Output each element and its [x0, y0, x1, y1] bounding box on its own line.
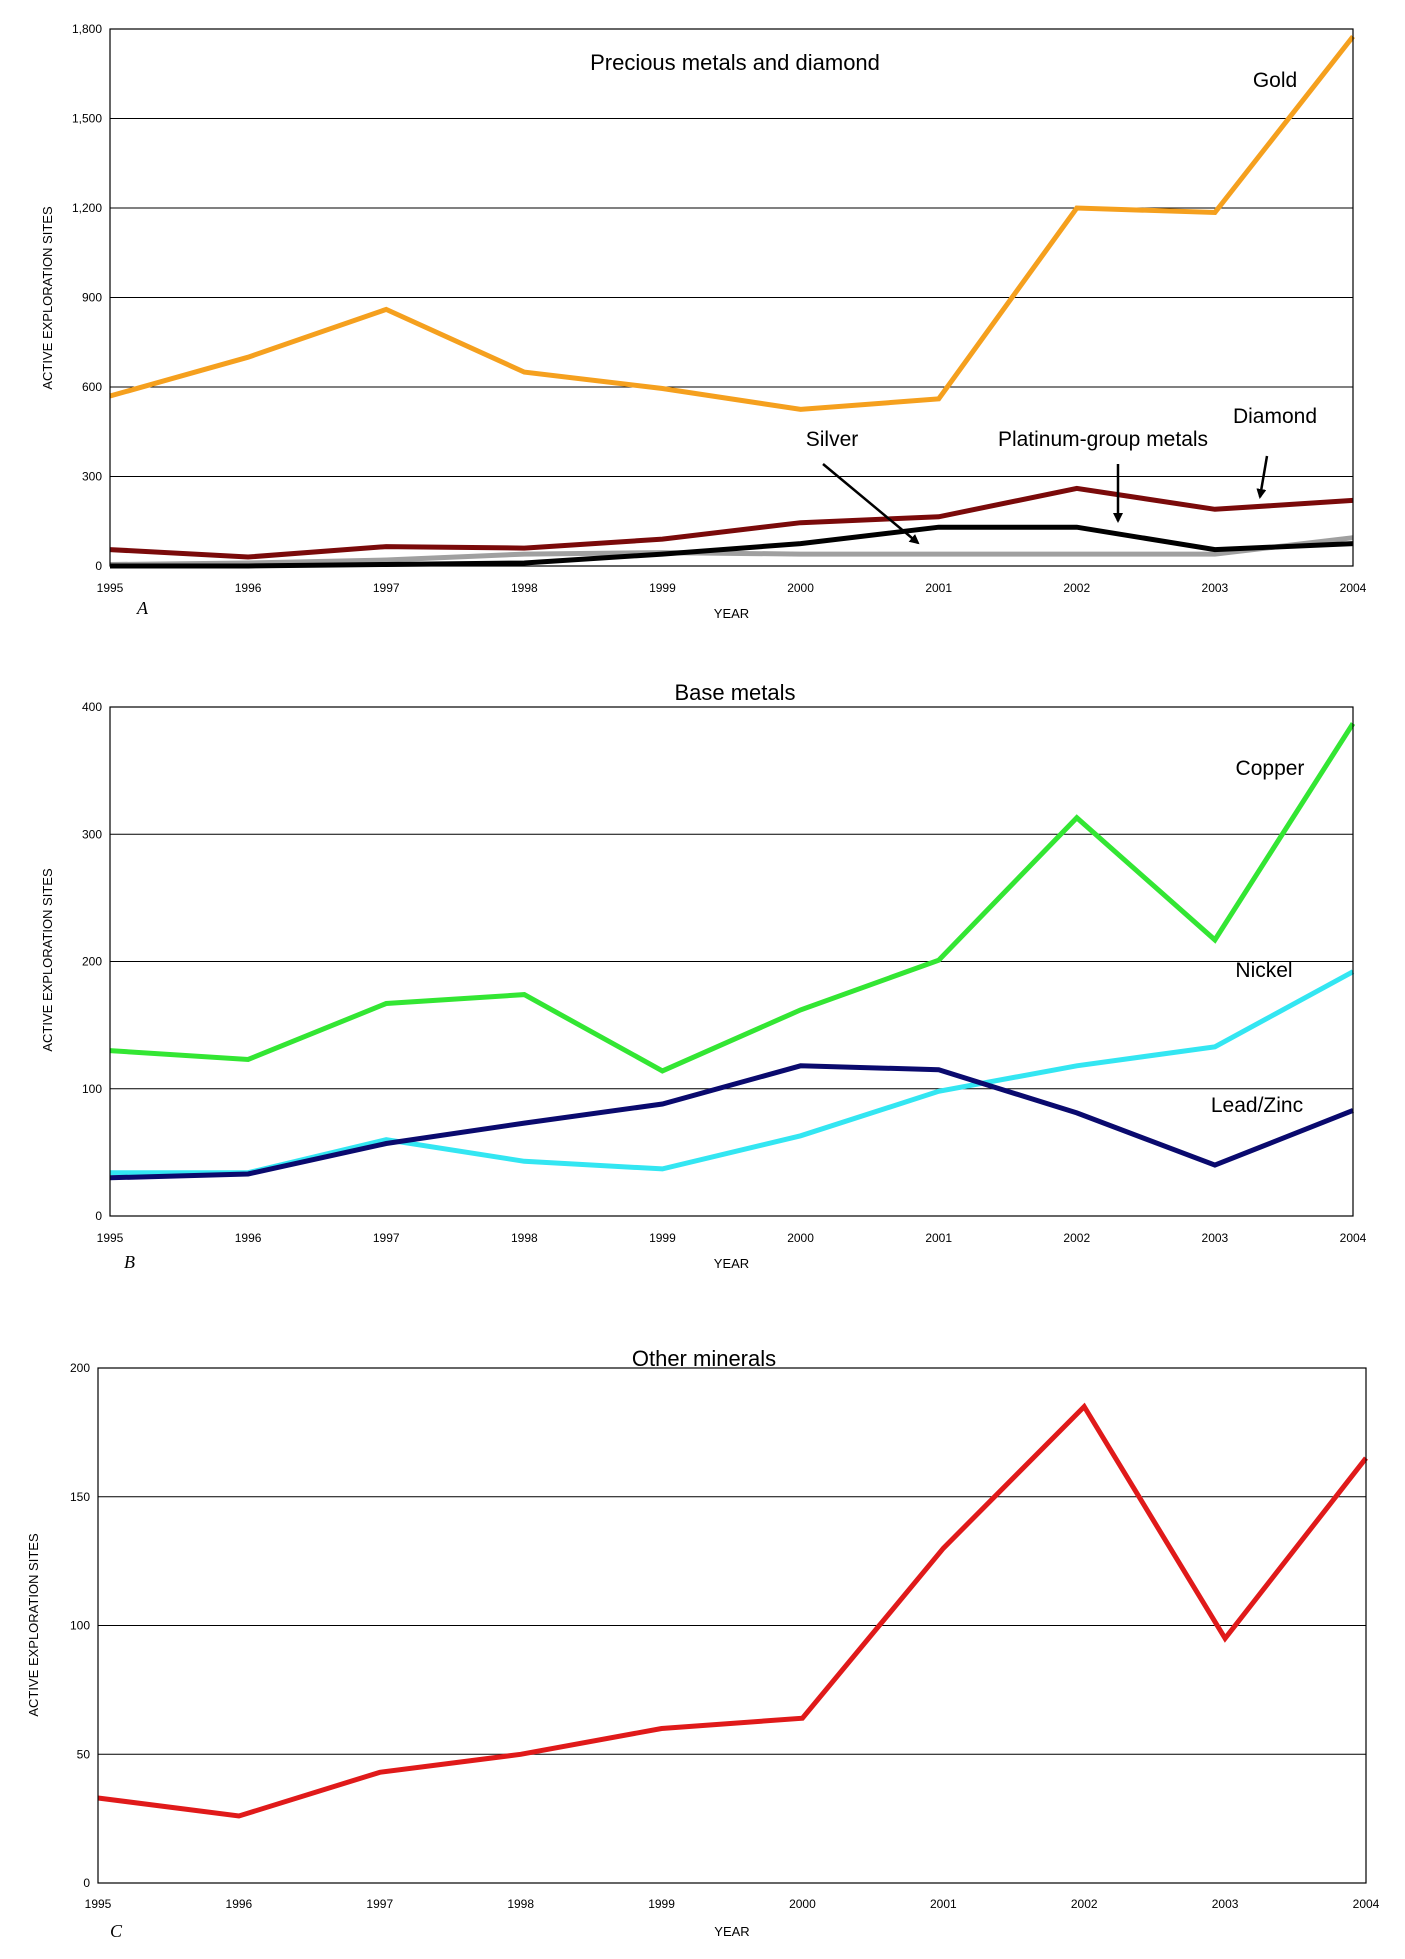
series-line-diamond — [109, 485, 1354, 560]
plot-frame — [109, 28, 1354, 567]
y-tick-label: 0 — [95, 559, 102, 573]
x-axis-title: YEAR — [714, 1256, 749, 1271]
y-axis-title: ACTIVE EXPLORATION SITES — [40, 868, 55, 1052]
x-tick-label: 2004 — [1353, 1897, 1380, 1911]
x-tick-label: 2000 — [787, 1231, 814, 1245]
series-label: Copper — [1236, 757, 1305, 780]
x-tick-label: 2001 — [925, 1231, 952, 1245]
x-tick-label: 2004 — [1340, 1231, 1367, 1245]
y-tick-label: 1,800 — [72, 22, 102, 36]
series-line-lead-zinc — [109, 1063, 1354, 1181]
chart-panel-c: 0 50 100 150 200 1995 1996 1997 1998 1999 2000 2001… — [26, 1346, 1380, 1941]
x-tick-label: 1996 — [226, 1897, 253, 1911]
chart-title: Other minerals — [632, 1346, 776, 1371]
chart-title: Precious metals and diamond — [590, 50, 880, 75]
x-tick-label: 1996 — [235, 1231, 262, 1245]
y-tick-label: 300 — [82, 470, 102, 484]
x-tick-label: 1999 — [649, 1231, 676, 1245]
x-tick-label: 2002 — [1063, 1231, 1090, 1245]
x-tick-label: 1999 — [648, 1897, 675, 1911]
x-tick-label: 1998 — [507, 1897, 534, 1911]
y-tick-label: 1,500 — [72, 112, 102, 126]
series-line-other-minerals — [97, 1402, 1368, 1819]
x-tick-label: 2003 — [1202, 1231, 1229, 1245]
y-tick-label: 100 — [70, 1619, 90, 1633]
x-tick-label: 1997 — [366, 1897, 393, 1911]
y-tick-label: 150 — [70, 1490, 90, 1504]
y-tick-label: 100 — [82, 1082, 102, 1096]
series-line-silver — [109, 535, 1354, 567]
x-tick-label: 1995 — [97, 581, 124, 595]
y-tick-label: 400 — [82, 700, 102, 714]
chart-title: Base metals — [674, 680, 795, 705]
x-axis-title: YEAR — [714, 606, 749, 621]
x-tick-label: 1998 — [511, 1231, 538, 1245]
x-tick-label: 2002 — [1071, 1897, 1098, 1911]
plot-frame — [109, 706, 1354, 1217]
chart-panel-b: 0 100 200 300 400 1995 1996 1997 1998 1999 2000 200… — [40, 680, 1367, 1272]
x-tick-label: 2003 — [1202, 581, 1229, 595]
y-tick-label: 1,200 — [72, 201, 102, 215]
panel-letter: B — [124, 1252, 135, 1272]
chart-panel-a: 0 300 600 900 1,200 1,500 1,800 1995 1996 1997 199… — [40, 22, 1367, 621]
y-tick-label: 0 — [83, 1876, 90, 1890]
y-tick-label: 200 — [70, 1361, 90, 1375]
y-axis-title: ACTIVE EXPLORATION SITES — [40, 206, 55, 390]
x-tick-label: 1995 — [85, 1897, 112, 1911]
x-tick-label: 2000 — [787, 581, 814, 595]
series-label: Nickel — [1235, 959, 1292, 982]
series-line-platinum-group-metals — [110, 524, 1354, 569]
x-tick-label: 1997 — [373, 1231, 400, 1245]
x-tick-label: 2000 — [789, 1897, 816, 1911]
series-line-gold — [109, 34, 1355, 412]
y-tick-label: 50 — [77, 1747, 91, 1761]
series-label: Silver — [806, 428, 859, 451]
plot-frame — [97, 1367, 1367, 1884]
series-line-nickel — [110, 969, 1355, 1176]
x-tick-label: 2001 — [930, 1897, 957, 1911]
y-axis-title: ACTIVE EXPLORATION SITES — [26, 1533, 41, 1717]
series-label: Diamond — [1233, 405, 1317, 428]
x-axis-title: YEAR — [714, 1924, 749, 1939]
x-tick-label: 1995 — [97, 1231, 124, 1245]
x-tick-label: 1998 — [511, 581, 538, 595]
y-tick-label: 0 — [95, 1209, 102, 1223]
series-label: Lead/Zinc — [1211, 1094, 1303, 1117]
x-tick-label: 2004 — [1340, 581, 1367, 595]
annotation-arrow — [822, 463, 920, 545]
y-tick-label: 600 — [82, 380, 102, 394]
x-tick-label: 1997 — [373, 581, 400, 595]
x-tick-label: 1996 — [235, 581, 262, 595]
x-tick-label: 2003 — [1212, 1897, 1239, 1911]
panel-letter: A — [136, 598, 149, 618]
x-tick-label: 2001 — [925, 581, 952, 595]
annotation-arrow — [1256, 455, 1269, 499]
series-label: Gold — [1253, 69, 1297, 92]
x-tick-label: 2002 — [1063, 581, 1090, 595]
series-label: Platinum-group metals — [998, 428, 1208, 451]
series-line-copper — [109, 722, 1356, 1074]
y-tick-label: 300 — [82, 827, 102, 841]
x-tick-label: 1999 — [649, 581, 676, 595]
y-tick-label: 200 — [82, 955, 102, 969]
y-tick-label: 900 — [82, 291, 102, 305]
panel-letter: C — [110, 1921, 123, 1941]
